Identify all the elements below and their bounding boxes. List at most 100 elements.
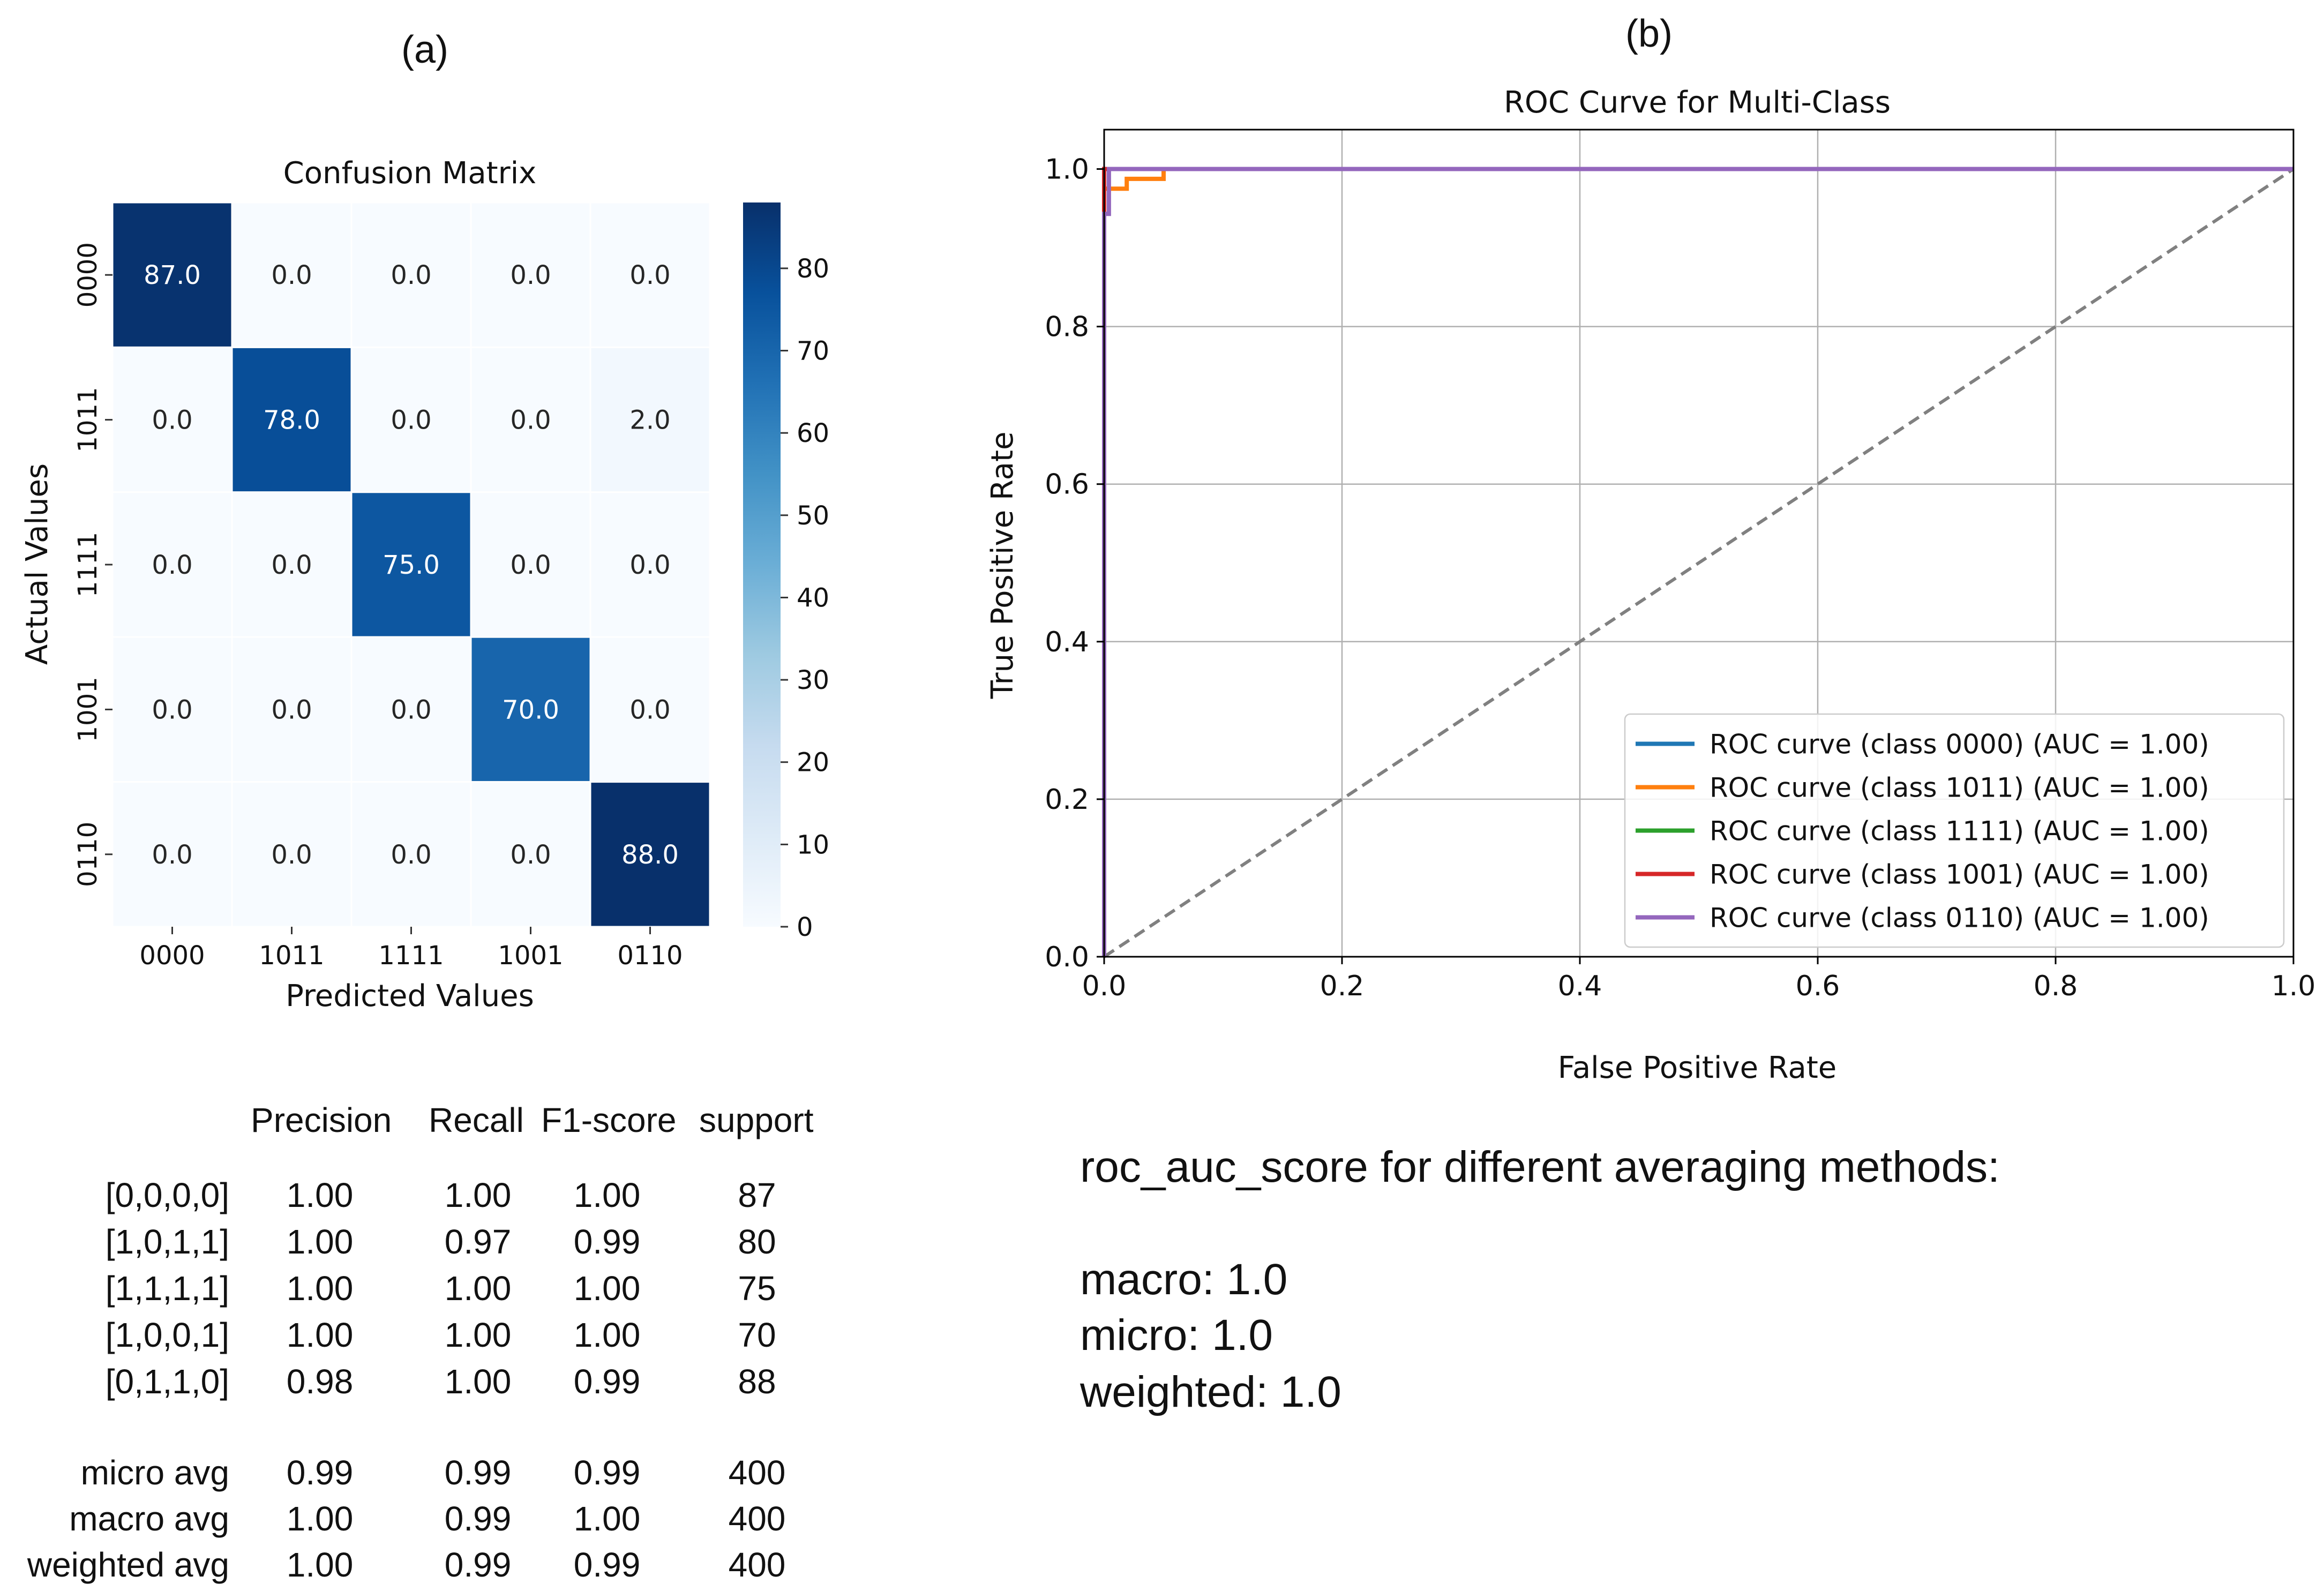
heatmap-cell-label-3-0: 0.0 [152,695,192,725]
report-avg-2-label: weighted avg [27,1545,229,1584]
roc-legend-entry: ROC curve (class 0110) (AUC = 1.00) [1710,903,2209,934]
report-avg-2-row: weighted avg 1.00 0.99 0.99 400 [0,1545,857,1591]
report-class-2-f1: 1.00 [573,1269,641,1308]
report-class-1-precision: 1.00 [286,1222,354,1261]
roc-auc-micro: micro: 1.0 [1080,1311,1273,1360]
report-class-3-row: [1,0,0,1] 1.00 1.00 1.00 70 [0,1315,857,1361]
report-class-4-row: [0,1,1,0] 0.98 1.00 0.99 88 [0,1362,857,1408]
colorbar-tick-label: 30 [797,665,829,695]
colorbar-tick-label: 40 [797,583,829,613]
roc-plot-frame [1103,129,2295,958]
heatmap-cell-0-3 [470,201,591,348]
report-class-3-precision: 1.00 [286,1316,354,1354]
roc-x-tick-label: 1.0 [2271,970,2316,1002]
roc-legend-entry: ROC curve (class 1011) (AUC = 1.00) [1710,772,2209,804]
heatmap-x-tick-label: 1001 [498,941,563,971]
heatmap-cell-label-4-2: 0.0 [391,840,431,870]
roc-x-axis-label: False Positive Rate [1558,1050,1836,1085]
roc-legend-entry: ROC curve (class 1001) (AUC = 1.00) [1710,859,2209,890]
heatmap-y-axis-label: Actual Values [20,463,55,665]
heatmap-cell-label-0-2: 0.0 [391,260,431,290]
report-class-1-recall: 0.97 [444,1222,512,1261]
report-avg-1-label: macro avg [69,1499,229,1538]
report-avg-0-precision: 0.99 [286,1453,354,1492]
heatmap-cell-label-3-4: 0.0 [629,695,670,725]
heatmap-y-tick-label: 1011 [73,387,103,453]
report-avg-1-recall: 0.99 [444,1499,512,1538]
heatmap-cell-label-3-1: 0.0 [271,695,312,725]
heatmap-cell-label-4-4: 88.0 [621,840,679,870]
roc-x-tick-label: 0.8 [2034,970,2078,1002]
colorbar-tick-label: 20 [797,748,829,778]
roc-x-tick-label: 0.4 [1558,970,1602,1002]
report-avg-2-precision: 1.00 [286,1545,354,1584]
heatmap-cell-label-2-2: 75.0 [383,550,440,580]
report-class-0-f1: 1.00 [573,1176,641,1214]
panel-a-label: (a) [401,28,448,71]
report-class-4-support: 88 [738,1362,776,1401]
heatmap-cell-label-3-2: 0.0 [391,695,431,725]
roc-legend-entry: ROC curve (class 1111) (AUC = 1.00) [1710,816,2209,847]
heatmap-cell-2-4 [589,491,711,638]
report-avg-0-label: micro avg [80,1453,229,1492]
roc-y-axis-label: True Positive Rate [985,432,1020,700]
confusion-matrix-chart: Confusion Matrix 87.0 0.0 0.0 0.0 0.0 0.0 78.0… [20,156,829,1014]
roc-y-tick-label: 0.8 [1045,311,1089,343]
heatmap-x-axis-label: Predicted Values [286,979,534,1014]
roc-curve-chart: ROC Curve for Multi-Class 0.0 0.2 0.4 0.6 0.… [985,85,2316,1085]
report-class-3-recall: 1.00 [444,1316,512,1354]
colorbar-tick-label: 60 [797,418,829,448]
roc-y-tick-label: 0.0 [1045,941,1089,973]
heatmap-cell-label-2-4: 0.0 [629,550,670,580]
heatmap-cell-label-1-1: 78.0 [263,406,320,436]
report-class-0-row: [0,0,0,0] 1.00 1.00 1.00 87 [0,1175,857,1221]
roc-y-tick-label: 0.2 [1045,784,1089,816]
colorbar-tick-label: 50 [797,501,829,531]
heatmap-cell-0-2 [350,201,472,348]
header-support: support [699,1101,814,1139]
report-class-0-support: 87 [738,1176,776,1214]
heatmap-cell-label-1-0: 0.0 [152,406,192,436]
report-avg-1-support: 400 [728,1499,786,1538]
report-class-4-recall: 1.00 [444,1362,512,1401]
report-class-0-precision: 1.00 [286,1176,354,1214]
colorbar-tick-label: 0 [797,912,813,942]
colorbar-tick-label: 80 [797,254,829,284]
report-class-2-support: 75 [738,1269,776,1308]
heatmap-cell-1-4 [589,346,711,493]
heatmap-title: Confusion Matrix [283,156,537,191]
report-avg-2-f1: 0.99 [573,1545,641,1584]
heatmap-y-tick-label: 0000 [73,242,103,307]
report-header-row: Precision Recall F1-score support [0,1100,857,1146]
heatmap-x-tick-label: 0000 [139,941,205,971]
report-avg-0-recall: 0.99 [444,1453,512,1492]
heatmap-cell-label-4-0: 0.0 [152,840,192,870]
heatmap-cell-2-1 [231,491,353,638]
heatmap-cell-0-4 [589,201,711,348]
heatmap-cell-2-3 [470,491,591,638]
report-class-1-label: [1,0,1,1] [105,1222,229,1261]
heatmap-cell-2-2 [350,491,472,638]
heatmap-cell-label-0-4: 0.0 [629,260,670,290]
heatmap-cell-1-0 [111,346,233,493]
heatmap-cell-4-1 [231,781,353,928]
roc-y-tick-label: 1.0 [1045,154,1089,186]
heatmap-cell-label-1-3: 0.0 [510,406,551,436]
heatmap-cell-3-3 [470,636,591,783]
heatmap-cell-label-0-1: 0.0 [271,260,312,290]
report-class-3-support: 70 [738,1316,776,1354]
report-class-4-precision: 0.98 [286,1362,354,1401]
roc-chance-line [1103,168,2295,958]
roc-auc-heading: roc_auc_score for different averaging me… [1080,1143,2000,1191]
heatmap-cell-4-2 [350,781,472,928]
heatmap-cell-3-2 [350,636,472,783]
heatmap-x-tick-label: 1111 [378,941,444,971]
heatmap-cell-1-2 [350,346,472,493]
report-class-3-label: [1,0,0,1] [105,1316,229,1354]
header-precision: Precision [251,1101,392,1139]
heatmap-cell-4-4 [589,781,711,928]
roc-auc-macro: macro: 1.0 [1080,1255,1288,1304]
heatmap-x-tick-label: 1011 [259,941,324,971]
report-avg-1-f1: 1.00 [573,1499,641,1538]
roc-x-tick-label: 0.6 [1796,970,1840,1002]
